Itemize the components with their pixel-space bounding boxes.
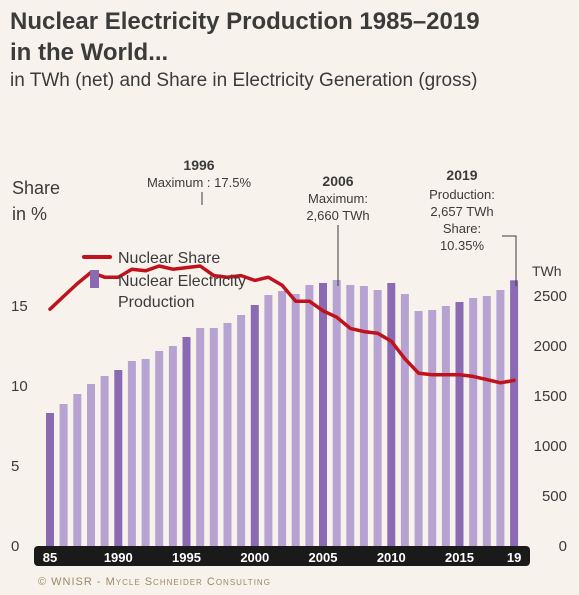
bar-2017 xyxy=(482,296,491,546)
bar-1989 xyxy=(100,376,109,546)
bar-1995 xyxy=(182,337,191,546)
bar-2001 xyxy=(264,295,273,546)
bar-1994 xyxy=(168,346,177,546)
bar-2000 xyxy=(250,305,259,546)
x-tick-label: 2000 xyxy=(240,550,269,565)
bar-1986 xyxy=(59,404,68,546)
bar-2004 xyxy=(305,285,314,546)
bar-1990 xyxy=(114,370,123,546)
x-tick-label: 2015 xyxy=(445,550,474,565)
right-axis-tick: 500 xyxy=(542,488,567,505)
annotation-1996-text: Maximum : 17.5% xyxy=(147,175,251,190)
x-tick-label: 85 xyxy=(43,550,57,565)
chart-title-line2: in the World... xyxy=(10,39,169,66)
bar-2013 xyxy=(428,310,437,546)
share-line-layer xyxy=(48,264,516,385)
x-tick-label: 1990 xyxy=(104,550,133,565)
x-axis-band-rect xyxy=(34,546,530,566)
x-axis-band: 85 1990 1995 2000 2005 2010 2015 19 xyxy=(34,546,530,566)
right-axis-tick: 1000 xyxy=(534,438,567,455)
legend-label-production-line2: Production xyxy=(118,294,195,311)
left-axis-label-line2: in % xyxy=(12,204,47,224)
legend: Nuclear Share Nuclear Electricity Producti… xyxy=(82,250,246,311)
left-axis-tick: 0 xyxy=(11,538,19,555)
x-tick-label: 2010 xyxy=(377,550,406,565)
left-axis-tick: 5 xyxy=(11,458,19,475)
bar-2005 xyxy=(319,283,327,546)
bar-1991 xyxy=(127,361,136,546)
bar-2006 xyxy=(332,280,341,546)
annotation-2006-text-line2: 2,660 TWh xyxy=(306,208,369,223)
axes: Share in % 0 5 10 15 TWh 0 500 1000 1500 2000 2500 xyxy=(11,178,567,555)
annotation-2019-text-line1: Production: xyxy=(429,187,495,202)
bar-2014 xyxy=(441,306,450,546)
bar-1998 xyxy=(223,323,232,546)
chart-title-line1: Nuclear Electricity Production 1985–2019 xyxy=(10,8,480,35)
bar-2016 xyxy=(469,298,478,546)
bar-2012 xyxy=(414,311,423,546)
bar-2018 xyxy=(496,290,505,546)
bar-2011 xyxy=(400,294,409,546)
annotation-1996-heading: 1996 xyxy=(183,157,214,173)
right-axis-tick: 1500 xyxy=(534,388,567,405)
bar-2010 xyxy=(387,283,396,546)
bar-2008 xyxy=(359,286,368,546)
bar-1987 xyxy=(73,394,82,546)
x-tick-label: 1995 xyxy=(172,550,201,565)
bar-1993 xyxy=(155,351,164,546)
annotation-2006-text-line1: Maximum: xyxy=(308,191,368,206)
share-line xyxy=(48,264,516,385)
x-tick-label: 19 xyxy=(507,550,521,565)
credit-text: © WNISR - Mycle Schneider Consulting xyxy=(38,576,271,588)
annotation-2019-text-line3: Share: xyxy=(443,221,481,236)
legend-bar-swatch xyxy=(90,270,99,288)
bar-2019 xyxy=(510,280,519,546)
right-axis-tick: 0 xyxy=(559,538,567,555)
annotation-2019-heading: 2019 xyxy=(446,167,477,183)
bar-2003 xyxy=(291,294,300,546)
left-axis-label-line1: Share xyxy=(12,178,60,198)
bar-2002 xyxy=(278,291,287,546)
chart-title: Nuclear Electricity Production 1985–2019… xyxy=(10,6,480,68)
annotations: 1996 Maximum : 17.5% 2006 Maximum: 2,660 TWh… xyxy=(147,157,517,286)
right-axis-tick: 2000 xyxy=(534,338,567,355)
left-axis-tick: 15 xyxy=(11,298,28,315)
bar-1988 xyxy=(87,384,95,546)
annotation-2019-text-line2: 2,657 TWh xyxy=(430,204,493,219)
bar-1985 xyxy=(46,413,54,546)
bar-1999 xyxy=(237,315,246,546)
annotation-2019-text-line4: 10.35% xyxy=(440,238,485,253)
bar-2015 xyxy=(455,302,464,546)
left-axis-tick: 10 xyxy=(11,378,28,395)
legend-label-share: Nuclear Share xyxy=(118,250,220,267)
right-axis-tick: 2500 xyxy=(534,288,567,305)
chart-subtitle: in TWh (net) and Share in Electricity Ge… xyxy=(10,70,478,91)
bar-1997 xyxy=(209,328,218,546)
bar-2007 xyxy=(346,285,355,546)
production-bars xyxy=(46,280,519,546)
right-axis-unit-label: TWh xyxy=(532,263,562,279)
x-tick-label: 2005 xyxy=(309,550,338,565)
bar-1996 xyxy=(196,328,205,546)
annotation-2019-leader xyxy=(502,235,517,286)
bar-2009 xyxy=(373,290,382,546)
legend-label-production-line1: Nuclear Electricity xyxy=(118,273,246,290)
bar-1992 xyxy=(141,359,150,546)
annotation-2006-heading: 2006 xyxy=(322,173,353,189)
